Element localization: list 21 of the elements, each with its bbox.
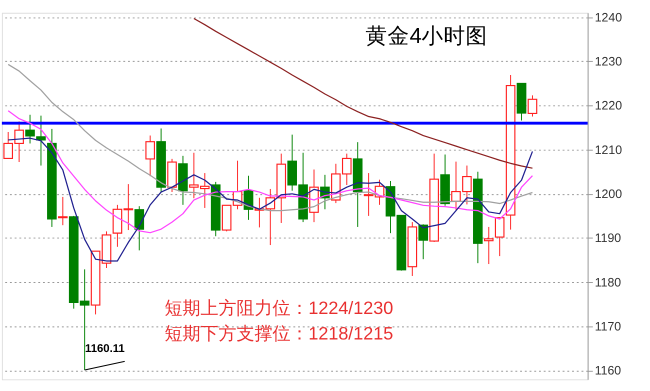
candlestick bbox=[418, 224, 428, 260]
line-series bbox=[193, 18, 534, 169]
candlestick bbox=[25, 114, 35, 144]
candlestick bbox=[36, 115, 46, 166]
y-tick-label: 1180 bbox=[594, 275, 622, 290]
y-tick-label: 1220 bbox=[594, 98, 622, 113]
text: 黄金4小时图 bbox=[366, 22, 488, 48]
y-tick-label: 1240 bbox=[594, 10, 622, 24]
y-tick-label: 1210 bbox=[594, 142, 622, 157]
y-tick-label: 1230 bbox=[594, 54, 622, 69]
annotation: 短期上方阻力位：1224/1230 bbox=[164, 298, 394, 318]
candlestick bbox=[58, 196, 68, 226]
candlestick bbox=[494, 217, 505, 257]
y-tick-label: 1190 bbox=[594, 231, 622, 246]
y-tick-label: 1160 bbox=[594, 364, 622, 378]
candlestick bbox=[528, 94, 538, 118]
candlestick bbox=[145, 135, 156, 177]
y-tick-label: 1170 bbox=[594, 320, 622, 334]
annotation: 短期下方支撑位：1218/1215 bbox=[164, 324, 394, 344]
y-tick-label: 1200 bbox=[594, 187, 622, 202]
annotation: 1160.11 bbox=[85, 342, 125, 355]
